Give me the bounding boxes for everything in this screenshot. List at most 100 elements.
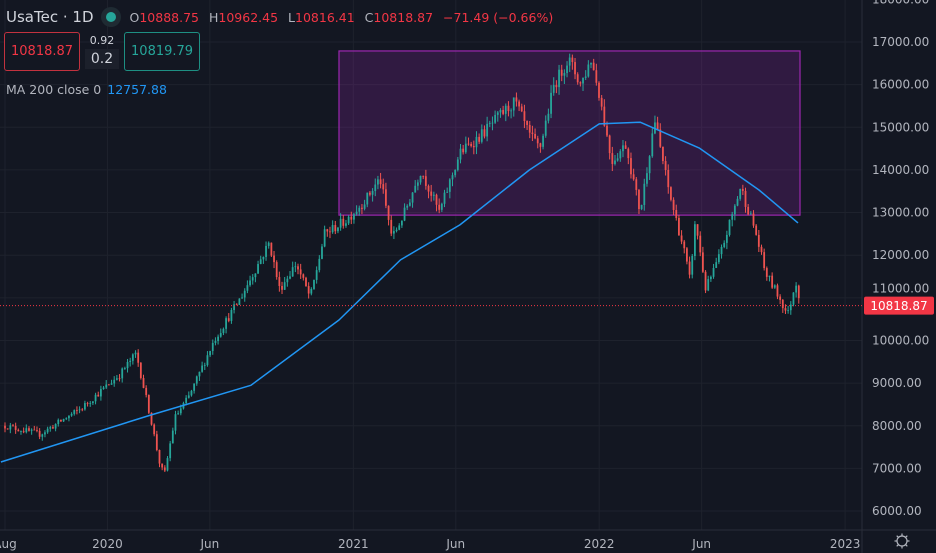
- market-status-icon: [105, 12, 116, 22]
- candle-body: [89, 402, 92, 404]
- candle-body: [752, 213, 755, 226]
- candle-body: [488, 123, 491, 124]
- candle-body: [265, 245, 267, 257]
- candle-body: [480, 129, 483, 142]
- gear-tooth: [896, 544, 899, 547]
- candle-body: [587, 64, 590, 77]
- candle-body: [377, 179, 379, 185]
- candle-body: [472, 146, 475, 148]
- settings-gear-icon[interactable]: [894, 533, 910, 549]
- candle-body: [22, 431, 25, 433]
- candle-body: [339, 218, 342, 228]
- candle-body: [470, 143, 473, 147]
- candle-body: [49, 427, 52, 429]
- y-tick-label: 15000.00: [872, 120, 929, 134]
- candle-body: [17, 429, 20, 432]
- candle-body: [704, 271, 707, 291]
- candle-body: [222, 328, 225, 334]
- candle-body: [139, 362, 142, 379]
- candle-body: [579, 82, 582, 84]
- candle-body: [619, 151, 622, 159]
- x-tick-label: Jun: [691, 537, 711, 551]
- candle-body: [203, 365, 206, 366]
- candle-body: [161, 463, 164, 468]
- gear-tooth: [896, 535, 899, 538]
- candle-body: [526, 120, 528, 125]
- chart-legend: UsaTec · 1D O10888.75 H10962.45 L10816.4…: [6, 8, 559, 26]
- candle-body: [534, 133, 536, 139]
- candle-body: [789, 304, 792, 311]
- candle-body: [446, 191, 449, 193]
- candle-body: [768, 275, 771, 277]
- candle-body: [584, 76, 587, 78]
- candle-body: [648, 156, 651, 174]
- candle-body: [185, 397, 188, 404]
- candle-body: [145, 387, 148, 395]
- candle-body: [211, 342, 214, 352]
- candle-body: [68, 415, 70, 419]
- candle-body: [257, 264, 259, 274]
- candle-body: [73, 410, 76, 414]
- x-tick-label: 2020: [92, 537, 123, 551]
- rectangle-drawing[interactable]: [338, 50, 801, 216]
- candle-body: [624, 145, 627, 149]
- candle-body: [46, 428, 49, 433]
- candle-body: [635, 179, 638, 190]
- candle-body: [278, 277, 281, 286]
- candle-body: [523, 111, 526, 121]
- candle-body: [723, 242, 726, 247]
- candle-body: [432, 194, 435, 196]
- candle-body: [153, 424, 156, 435]
- buy-button[interactable]: 10819.79: [124, 32, 201, 71]
- candle-body: [25, 428, 28, 433]
- candle-body: [286, 278, 289, 283]
- candle-body: [142, 378, 145, 388]
- candle-body: [174, 414, 177, 431]
- candle-body: [627, 148, 630, 159]
- candle-body: [254, 273, 257, 278]
- candle-body: [78, 409, 81, 411]
- candle-body: [411, 192, 414, 203]
- candle-body: [630, 158, 632, 175]
- y-tick-label: 9000.00: [872, 376, 922, 390]
- candle-body: [510, 110, 513, 112]
- candle-body: [622, 145, 624, 152]
- candle-body: [755, 225, 758, 235]
- x-tick-label: 2023: [830, 537, 861, 551]
- candle-body: [169, 443, 172, 459]
- change-value: −71.49 (−0.66%): [443, 9, 554, 25]
- candle-body: [291, 267, 294, 277]
- candle-body: [187, 395, 190, 398]
- candle-body: [646, 173, 648, 184]
- candle-body: [773, 285, 776, 288]
- candle-body: [358, 207, 361, 212]
- candle-body: [76, 410, 78, 411]
- candle-body: [456, 159, 459, 170]
- candle-body: [259, 259, 262, 265]
- candle-body: [289, 276, 291, 279]
- candle-body: [678, 218, 680, 236]
- y-tick-label: 18000.00: [872, 0, 929, 6]
- candle-body: [81, 409, 84, 411]
- candle-body: [393, 231, 395, 234]
- ma-legend[interactable]: MA 200 close 0 12757.88: [6, 82, 167, 97]
- candle-body: [41, 434, 44, 437]
- y-tick-label: 8000.00: [872, 419, 922, 433]
- candle-body: [57, 419, 60, 424]
- y-tick-label: 12000.00: [872, 248, 929, 262]
- candle-body: [438, 204, 441, 210]
- y-tick-label: 6000.00: [872, 504, 922, 518]
- candle-body: [747, 206, 750, 215]
- symbol-title[interactable]: UsaTec · 1D: [6, 8, 94, 26]
- candle-body: [499, 110, 502, 113]
- candle-body: [667, 169, 670, 188]
- candle-body: [166, 458, 169, 471]
- candle-body: [616, 158, 619, 161]
- sell-button[interactable]: 10818.87: [4, 32, 81, 71]
- candle-body: [379, 179, 382, 185]
- candle-body: [329, 231, 331, 233]
- candle-body: [512, 97, 515, 111]
- candle-body: [763, 252, 766, 269]
- ma200-line: [0, 121, 799, 463]
